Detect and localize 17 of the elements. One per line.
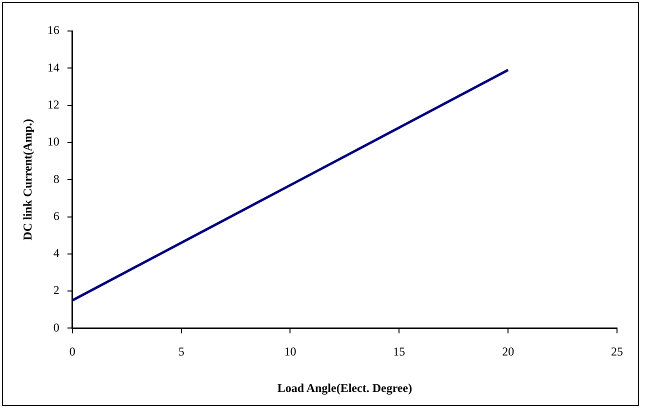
x-tick-label: 5: [178, 344, 184, 359]
y-tick-label: 12: [47, 97, 60, 112]
y-tick-label: 6: [53, 208, 60, 223]
x-tick-label: 25: [611, 344, 623, 359]
y-axis-title: DC link Current(Amp.): [20, 118, 34, 240]
y-tick-label: 4: [53, 246, 60, 260]
x-tick-label: 20: [502, 344, 514, 359]
x-tick-label: 0: [69, 344, 76, 359]
y-tick-label: 14: [47, 60, 60, 74]
x-tick-label: 15: [393, 344, 406, 359]
y-tick-label: 0: [53, 320, 60, 334]
y-tick-label: 10: [47, 134, 60, 149]
x-axis-title: Load Angle(Elect. Degree): [277, 380, 412, 395]
y-tick-label: 8: [53, 172, 60, 186]
y-tick-label: 2: [53, 283, 60, 298]
x-tick-label: 10: [284, 344, 296, 359]
y-tick-label: 16: [47, 23, 60, 38]
